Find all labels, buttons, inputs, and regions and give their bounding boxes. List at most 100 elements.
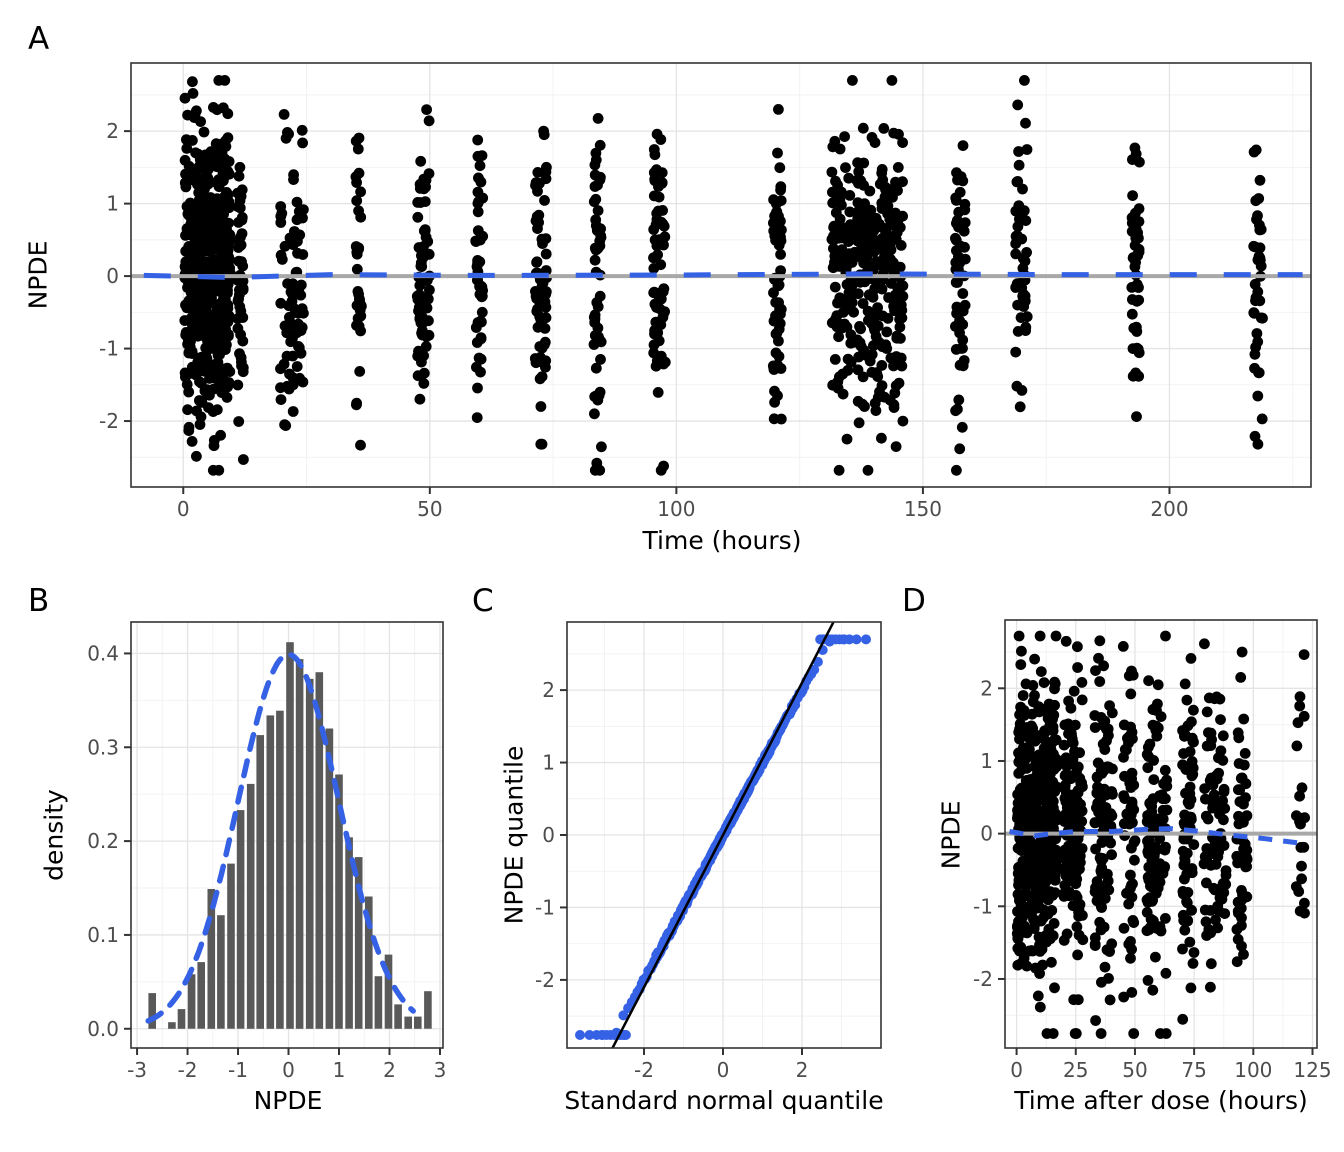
- scatter-point: [1014, 861, 1025, 873]
- scatter-point: [1091, 771, 1103, 783]
- scatter-point: [592, 205, 604, 217]
- scatter-point: [594, 290, 606, 302]
- histogram-bar: [217, 915, 225, 1029]
- scatter-point: [1250, 144, 1262, 156]
- scatter-point: [896, 312, 908, 324]
- scatter-point: [209, 314, 221, 326]
- scatter-point: [1142, 762, 1154, 774]
- scatter-point: [836, 322, 848, 334]
- scatter-point: [1014, 401, 1026, 413]
- scatter-point: [351, 195, 363, 207]
- scatter-point: [1027, 813, 1039, 825]
- scatter-point: [653, 191, 665, 203]
- scatter-point: [1161, 780, 1173, 792]
- scatter-point: [184, 341, 196, 353]
- scatter-point: [773, 351, 785, 362]
- scatter-point: [1025, 734, 1036, 746]
- scatter-point: [1188, 947, 1200, 958]
- scatter-point: [1043, 891, 1055, 902]
- scatter-point: [1094, 852, 1106, 864]
- scatter-point: [1034, 1001, 1046, 1013]
- scatter-point: [473, 196, 484, 208]
- scatter-point: [540, 248, 552, 260]
- x-tick-label: -2: [634, 1058, 654, 1082]
- scatter-point: [1205, 905, 1216, 916]
- x-tick-label: 200: [1150, 497, 1188, 521]
- scatter-point: [1049, 982, 1060, 994]
- scatter-point: [870, 258, 882, 270]
- scatter-point: [951, 308, 962, 319]
- scatter-point: [1013, 159, 1025, 171]
- scatter-point: [1188, 839, 1200, 850]
- panel-A-border: [130, 62, 1312, 488]
- y-tick-label: 0.2: [87, 829, 119, 853]
- scatter-point: [1179, 924, 1191, 936]
- panel-A-marks: [131, 75, 1311, 476]
- scatter-point: [1203, 727, 1214, 738]
- density-curve: [145, 651, 416, 1024]
- histogram-bar: [148, 993, 156, 1029]
- scatter-point: [885, 278, 897, 289]
- scatter-point: [1072, 662, 1083, 673]
- scatter-point: [352, 143, 364, 155]
- scatter-point: [1152, 679, 1164, 691]
- scatter-point: [1095, 812, 1107, 824]
- scatter-point: [841, 433, 853, 445]
- scatter-point: [1184, 746, 1196, 758]
- scatter-point: [188, 312, 200, 323]
- scatter-point: [196, 351, 208, 363]
- scatter-point: [1146, 849, 1158, 861]
- scatter-point: [1233, 851, 1244, 863]
- scatter-point: [1060, 635, 1072, 647]
- scatter-point: [1198, 858, 1210, 870]
- scatter-point: [1181, 694, 1193, 706]
- scatter-point: [1014, 817, 1026, 829]
- scatter-point: [236, 184, 248, 196]
- scatter-point: [1159, 764, 1171, 776]
- scatter-point: [884, 394, 896, 406]
- scatter-point: [222, 108, 234, 120]
- scatter-point: [418, 183, 430, 195]
- scatter-point: [591, 225, 603, 236]
- scatter-point: [1059, 779, 1071, 791]
- scatter-point: [476, 281, 488, 293]
- x-tick-label: 1: [333, 1058, 346, 1082]
- scatter-point: [221, 187, 233, 198]
- scatter-point: [1126, 773, 1137, 785]
- scatter-point: [1047, 735, 1059, 747]
- y-tick-label: -1: [973, 894, 993, 918]
- scatter-point: [187, 292, 199, 303]
- scatter-point: [950, 405, 961, 417]
- scatter-point: [1231, 956, 1243, 968]
- y-tick-label: 2: [106, 119, 119, 143]
- histogram-bar: [177, 1009, 186, 1029]
- scatter-point: [955, 343, 967, 354]
- panel-c-y-axis-title: NPDE quantile: [499, 745, 529, 925]
- histogram-bar: [256, 735, 264, 1029]
- scatter-point: [1205, 958, 1217, 970]
- scatter-point: [849, 336, 861, 348]
- scatter-point: [884, 241, 896, 252]
- panel-C-marks: [575, 622, 871, 1048]
- scatter-point: [890, 441, 902, 452]
- scatter-point: [769, 396, 780, 408]
- scatter-point: [1157, 804, 1169, 816]
- scatter-point: [237, 335, 249, 347]
- x-tick-label: 2: [796, 1058, 809, 1082]
- histogram-bar: [295, 659, 304, 1029]
- scatter-point: [1103, 973, 1114, 984]
- scatter-point: [531, 256, 543, 268]
- scatter-point: [1152, 882, 1164, 894]
- scatter-point: [275, 394, 287, 405]
- scatter-point: [213, 210, 224, 222]
- scatter-point: [1058, 935, 1070, 946]
- scatter-point: [1210, 795, 1222, 806]
- scatter-point: [1250, 292, 1262, 303]
- scatter-point: [208, 359, 220, 371]
- scatter-point: [826, 233, 838, 245]
- scatter-point: [1233, 818, 1245, 830]
- scatter-point: [414, 393, 426, 405]
- scatter-point: [953, 206, 965, 218]
- scatter-point: [1010, 346, 1022, 358]
